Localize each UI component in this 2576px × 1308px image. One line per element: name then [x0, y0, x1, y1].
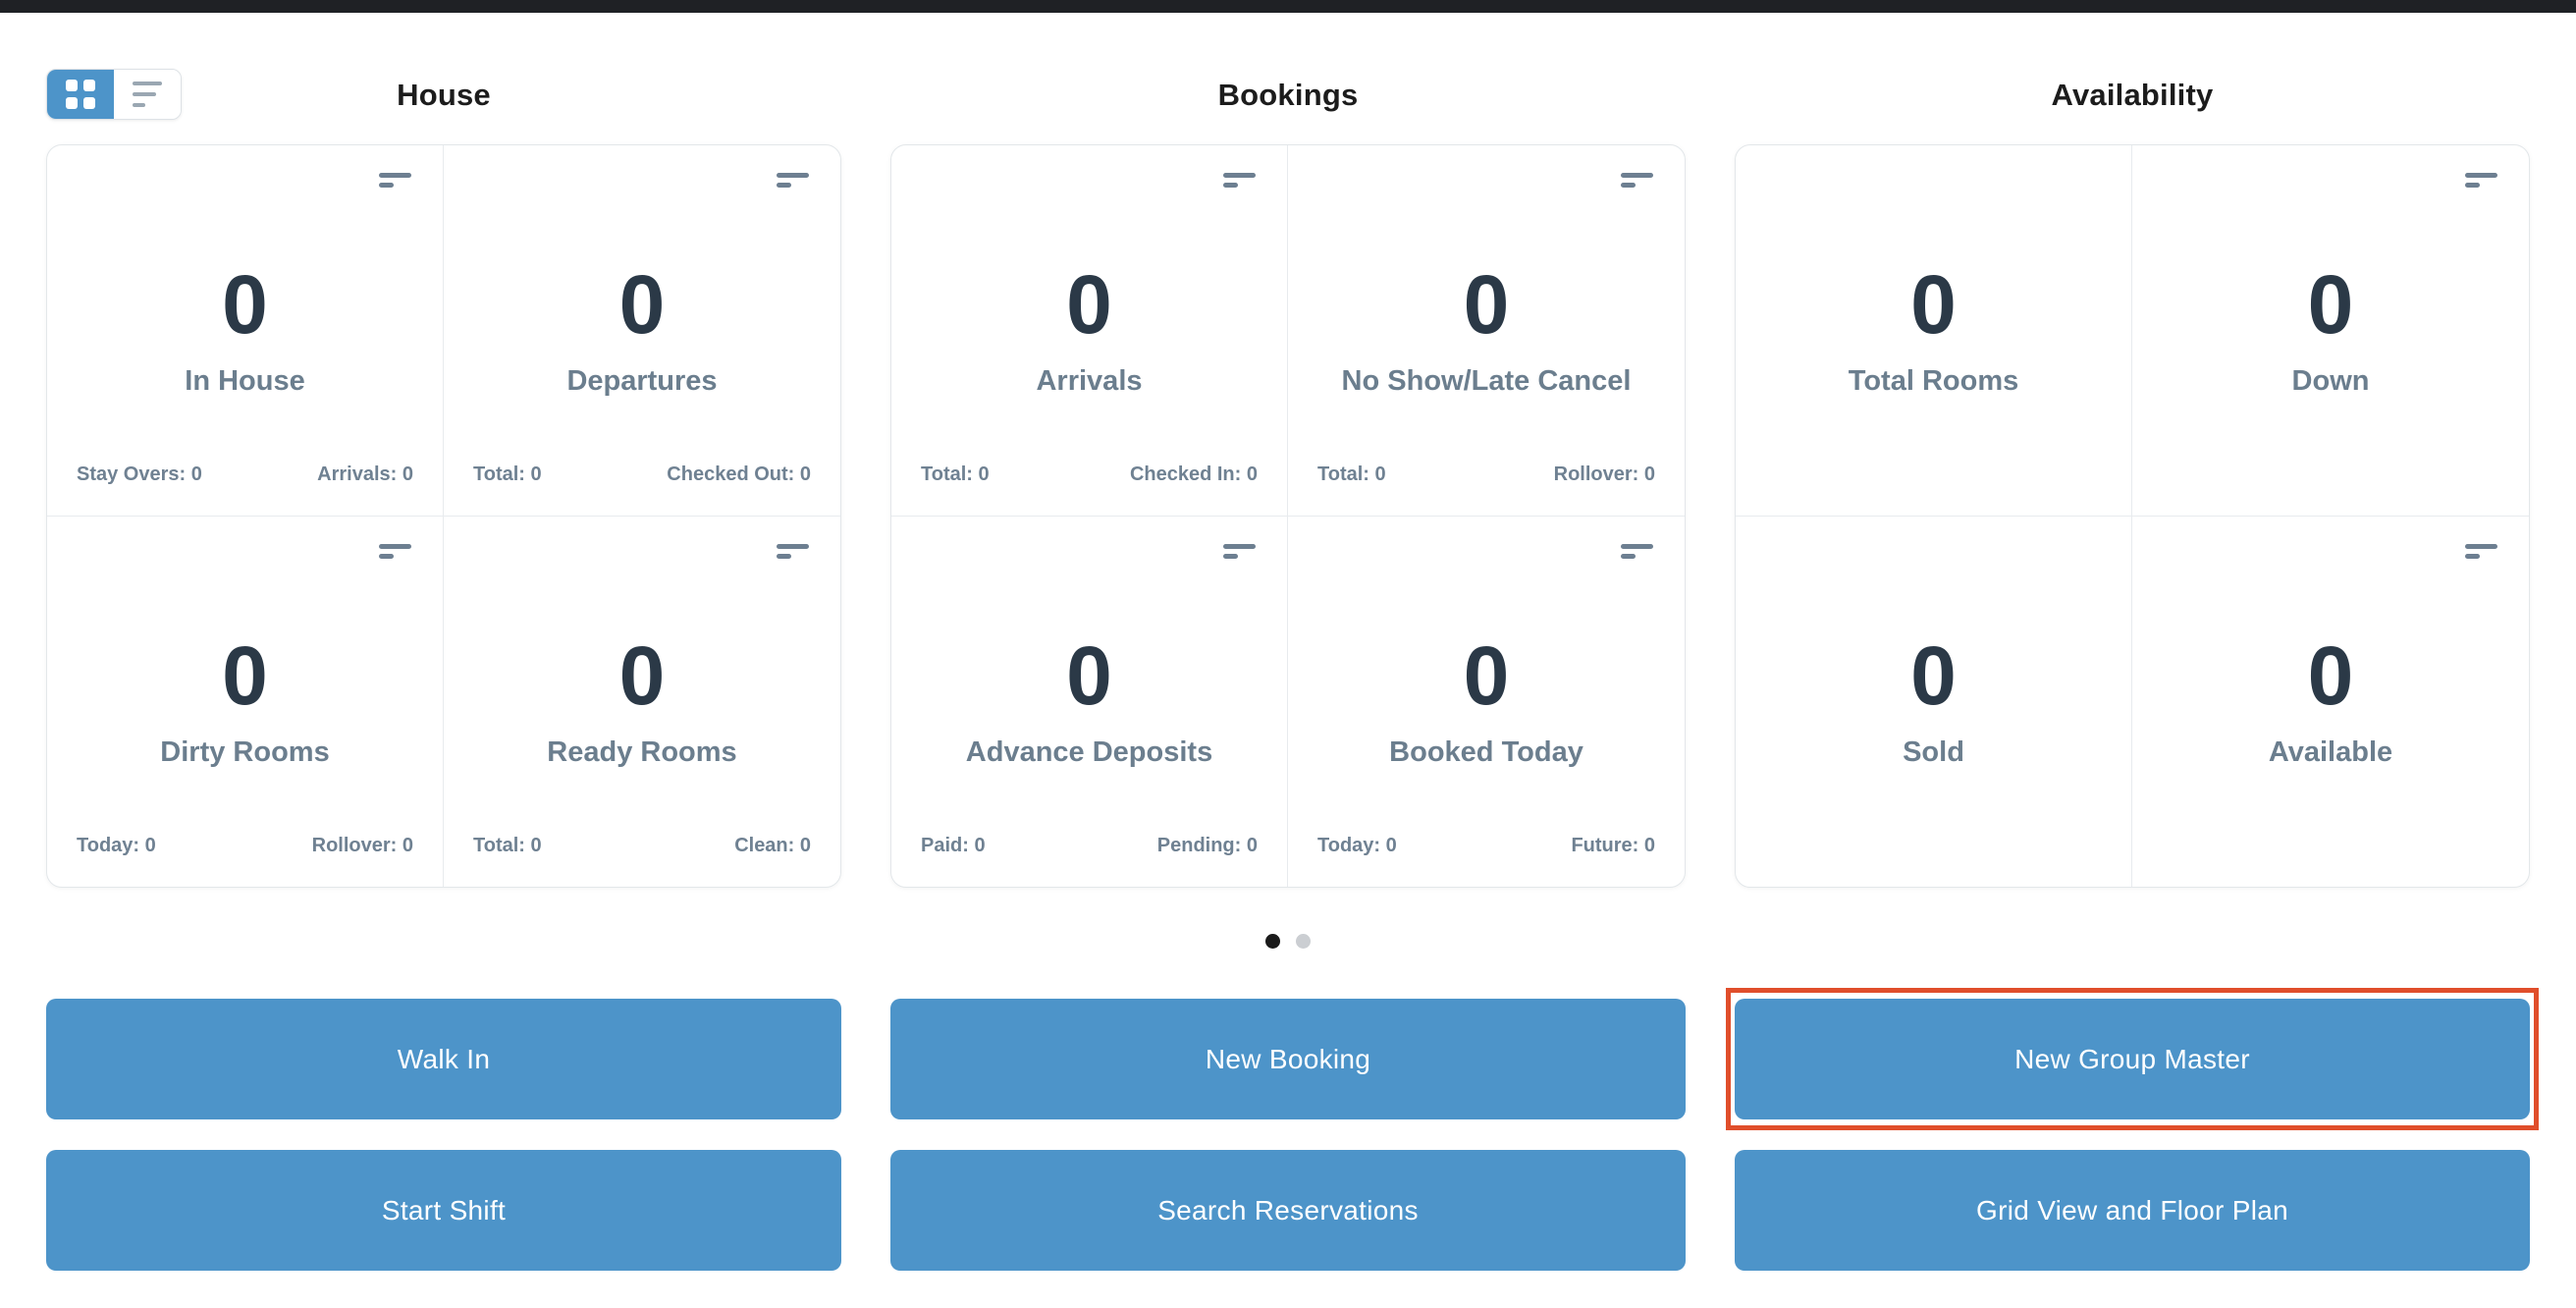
view-mode-toggle: [46, 69, 182, 120]
start-shift-button[interactable]: Start Shift: [46, 1150, 841, 1271]
new-booking-button[interactable]: New Booking: [890, 999, 1686, 1119]
stat-label: Booked Today: [1389, 736, 1583, 768]
stat-card-departures[interactable]: 0 Departures Total: 0 Checked Out: 0: [444, 145, 840, 517]
stat-footer-right: Clean: 0: [734, 835, 811, 856]
bookings-card-group: 0 Arrivals Total: 0 Checked In: 0 0 No S…: [890, 144, 1686, 888]
sort-icon[interactable]: [1621, 173, 1653, 188]
stat-footer-left: Today: 0: [1317, 835, 1397, 856]
sort-icon[interactable]: [1223, 543, 1256, 559]
stat-card-in-house[interactable]: 0 In House Stay Overs: 0 Arrivals: 0: [47, 145, 444, 517]
stat-card-advance-deposits[interactable]: 0 Advance Deposits Paid: 0 Pending: 0: [891, 516, 1288, 887]
availability-card-group: 0 Total Rooms 0 Down 0 Sold 0 Available: [1735, 144, 2530, 888]
stat-footer-left: Today: 0: [77, 835, 156, 856]
stat-footer: Total: 0 Rollover: 0: [1288, 463, 1685, 516]
grid-icon: [66, 80, 95, 109]
stat-footer-left: Paid: 0: [921, 835, 986, 856]
sort-icon[interactable]: [379, 173, 411, 188]
stat-footer-left: Total: 0: [1317, 463, 1386, 485]
pagination-dot-2[interactable]: [1296, 934, 1311, 949]
grid-view-toggle-button[interactable]: [47, 70, 114, 119]
stat-footer-right: Future: 0: [1571, 835, 1655, 856]
sort-icon[interactable]: [777, 543, 809, 559]
section-title-availability: Availability: [2051, 78, 2214, 112]
stat-value: 0: [1463, 257, 1510, 351]
stat-label: Dirty Rooms: [160, 736, 330, 768]
stat-value: 0: [618, 628, 666, 722]
pagination-dot-1[interactable]: [1265, 934, 1280, 949]
new-group-master-button[interactable]: New Group Master: [1735, 999, 2530, 1119]
stat-label: Total Rooms: [1848, 364, 2019, 397]
stat-card-dirty-rooms[interactable]: 0 Dirty Rooms Today: 0 Rollover: 0: [47, 516, 444, 887]
stat-footer-right: Checked Out: 0: [667, 463, 811, 485]
stat-footer-right: Arrivals: 0: [317, 463, 413, 485]
stat-card-down[interactable]: 0 Down: [2132, 145, 2529, 517]
stat-value: 0: [2307, 628, 2354, 722]
sort-icon[interactable]: [777, 173, 809, 188]
sort-icon[interactable]: [1223, 173, 1256, 188]
stat-footer: Total: 0 Checked In: 0: [891, 463, 1287, 516]
sort-icon[interactable]: [2465, 543, 2497, 559]
stat-footer-right: Checked In: 0: [1129, 463, 1258, 485]
stat-label: Down: [2291, 364, 2370, 397]
list-view-toggle-button[interactable]: [114, 70, 181, 119]
walk-in-button[interactable]: Walk In: [46, 999, 841, 1119]
stat-footer: Stay Overs: 0 Arrivals: 0: [47, 463, 443, 516]
stat-value: 0: [1910, 628, 1957, 722]
stat-footer-left: Stay Overs: 0: [77, 463, 202, 485]
stat-label: No Show/Late Cancel: [1341, 364, 1632, 397]
stat-footer-left: Total: 0: [921, 463, 990, 485]
stat-footer-left: Total: 0: [473, 463, 542, 485]
stat-label: Departures: [566, 364, 718, 397]
stat-footer-left: Total: 0: [473, 835, 542, 856]
stat-footer: Paid: 0 Pending: 0: [891, 835, 1287, 887]
stat-card-ready-rooms[interactable]: 0 Ready Rooms Total: 0 Clean: 0: [444, 517, 840, 888]
stat-card-booked-today[interactable]: 0 Booked Today Today: 0 Future: 0: [1288, 517, 1685, 888]
section-title-bookings: Bookings: [1217, 78, 1359, 112]
stat-label: Arrivals: [1036, 364, 1143, 397]
stat-footer: Total: 0 Clean: 0: [444, 835, 840, 887]
stat-value: 0: [618, 257, 666, 351]
stat-label: Sold: [1903, 736, 1964, 768]
sort-icon[interactable]: [2465, 173, 2497, 188]
stat-footer: Total: 0 Checked Out: 0: [444, 463, 840, 516]
stat-card-available[interactable]: 0 Available: [2132, 517, 2529, 888]
stat-value: 0: [2307, 257, 2354, 351]
sort-icon[interactable]: [1621, 543, 1653, 559]
stat-value: 0: [222, 257, 268, 351]
section-headers: House Bookings Availability: [46, 13, 2530, 144]
stat-value: 0: [1066, 628, 1112, 722]
stat-value: 0: [1463, 628, 1510, 722]
stat-card-sold[interactable]: 0 Sold: [1736, 516, 2132, 887]
stat-footer-right: Rollover: 0: [1553, 463, 1655, 485]
stat-footer: Today: 0 Rollover: 0: [47, 835, 443, 887]
stat-footer: Today: 0 Future: 0: [1288, 835, 1685, 887]
stat-value: 0: [222, 628, 268, 722]
top-window-bar: [0, 0, 2576, 13]
stat-card-arrivals[interactable]: 0 Arrivals Total: 0 Checked In: 0: [891, 145, 1288, 517]
action-buttons: Walk In New Booking New Group Master Sta…: [46, 988, 2539, 1271]
sort-icon[interactable]: [379, 543, 411, 559]
stat-label: Advance Deposits: [965, 736, 1213, 768]
grid-view-floor-plan-button[interactable]: Grid View and Floor Plan: [1735, 1150, 2530, 1271]
carousel-pagination: [0, 934, 2576, 949]
stat-footer-right: Rollover: 0: [311, 835, 413, 856]
house-card-group: 0 In House Stay Overs: 0 Arrivals: 0 0 D…: [46, 144, 841, 888]
stat-label: Available: [2268, 736, 2393, 768]
stat-value: 0: [1066, 257, 1112, 351]
stat-label: In House: [185, 364, 305, 397]
stat-card-total-rooms[interactable]: 0 Total Rooms: [1736, 145, 2132, 517]
stat-value: 0: [1910, 257, 1957, 351]
stat-card-no-show-late-cancel[interactable]: 0 No Show/Late Cancel Total: 0 Rollover:…: [1288, 145, 1685, 517]
stat-footer-right: Pending: 0: [1156, 835, 1258, 856]
list-icon: [133, 82, 162, 107]
stat-card-groups: 0 In House Stay Overs: 0 Arrivals: 0 0 D…: [46, 144, 2530, 888]
stat-label: Ready Rooms: [547, 736, 737, 768]
search-reservations-button[interactable]: Search Reservations: [890, 1150, 1686, 1271]
section-title-house: House: [397, 78, 491, 112]
